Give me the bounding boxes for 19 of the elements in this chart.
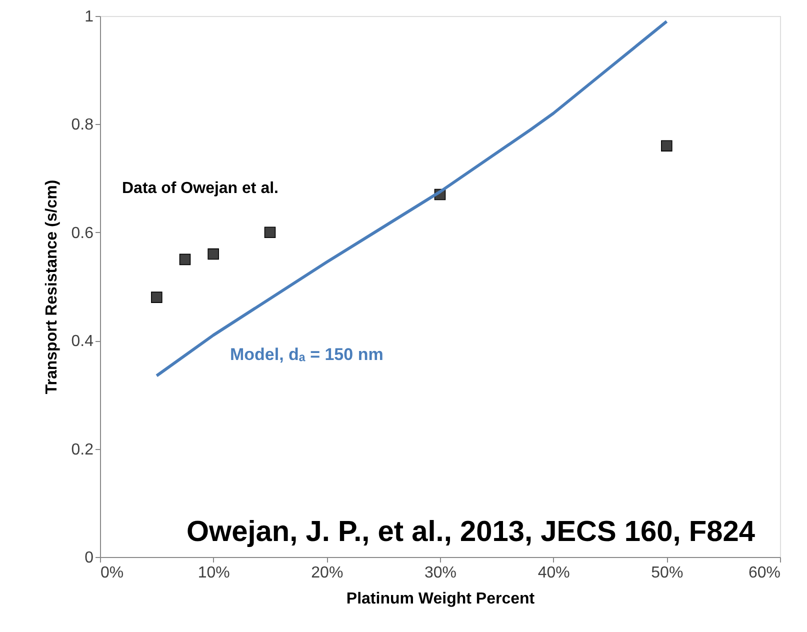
y-tick-label: 0 bbox=[84, 550, 94, 566]
y-tick-label: 0.6 bbox=[71, 224, 94, 242]
x-tick-label: 60% bbox=[748, 564, 780, 582]
y-tick-label: 0.8 bbox=[71, 116, 94, 134]
x-tick-label: 40% bbox=[538, 564, 570, 582]
annotation: Owejan, J. P., et al., 2013, JECS 160, F824 bbox=[186, 516, 755, 548]
annotation: Data of Owejan et al. bbox=[122, 180, 278, 197]
annotation: Model, dₐ = 150 nm bbox=[230, 345, 384, 364]
x-axis-title: Platinum Weight Percent bbox=[346, 590, 536, 608]
line-series bbox=[155, 20, 668, 378]
x-tick-label: 0% bbox=[100, 564, 124, 582]
y-tick-label: 0.2 bbox=[71, 441, 94, 458]
y-tick-label: 0.4 bbox=[71, 333, 94, 350]
y-axis-title: Transport Resistance (s/cm) bbox=[43, 180, 60, 394]
x-tick-label: 20% bbox=[311, 564, 344, 582]
x-tick-label: 30% bbox=[424, 564, 457, 582]
x-tick-label: 50% bbox=[651, 564, 684, 582]
y-tick-label: 1 bbox=[84, 8, 94, 26]
x-tick-label: 10% bbox=[198, 564, 230, 582]
